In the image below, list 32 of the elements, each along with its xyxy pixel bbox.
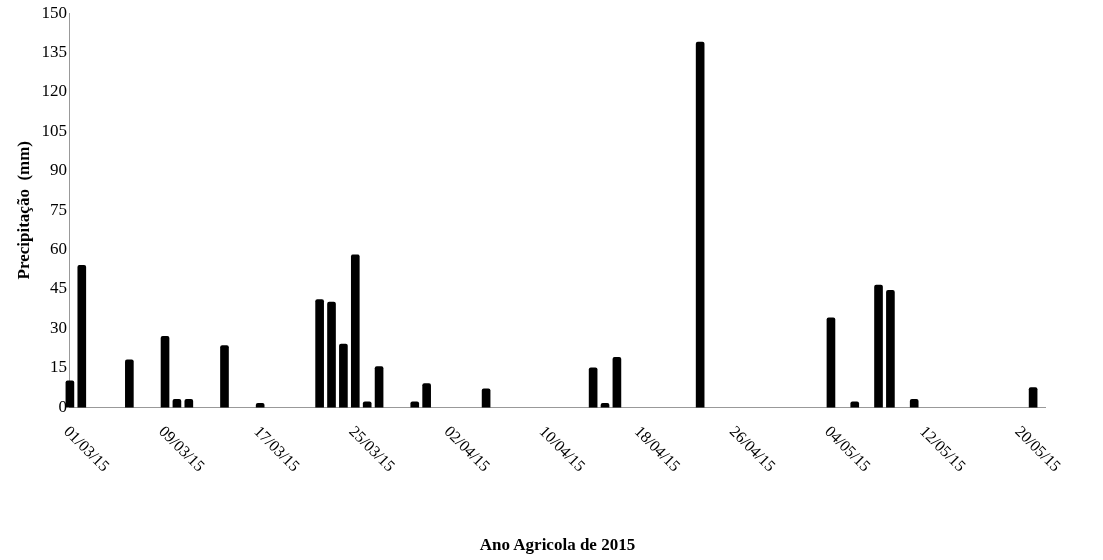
- bar: [422, 383, 431, 408]
- bar: [327, 301, 336, 408]
- bar: [315, 299, 324, 408]
- y-tick-label: 75: [49, 199, 67, 219]
- bar: [160, 335, 170, 408]
- x-axis-title: Ano Agricola de 2015: [479, 535, 636, 555]
- bar: [874, 284, 883, 408]
- y-tick-label: 135: [41, 42, 67, 62]
- y-tick-label: 0: [58, 396, 67, 416]
- bar: [826, 317, 836, 408]
- bar: [695, 41, 705, 408]
- bar: [125, 359, 134, 408]
- y-tick-label: 30: [49, 317, 67, 337]
- bar: [339, 343, 348, 408]
- bar: [65, 380, 75, 408]
- y-tick-label: 60: [49, 239, 67, 259]
- bar: [886, 289, 895, 408]
- y-tick-label: 90: [49, 160, 67, 180]
- y-tick-label: 45: [49, 278, 67, 298]
- bar: [374, 366, 384, 408]
- bar: [612, 356, 622, 408]
- bar: [588, 367, 598, 408]
- y-tick-label: 120: [41, 81, 67, 101]
- bar: [350, 254, 360, 408]
- y-tick-label: 150: [41, 2, 67, 22]
- bar: [220, 345, 229, 408]
- bar: [77, 265, 87, 408]
- bar: [481, 388, 491, 408]
- y-tick-label: 105: [41, 120, 67, 140]
- y-tick-label: 15: [49, 357, 67, 377]
- bar: [1028, 387, 1038, 408]
- y-axis-title: Precipitação (mm): [13, 140, 33, 280]
